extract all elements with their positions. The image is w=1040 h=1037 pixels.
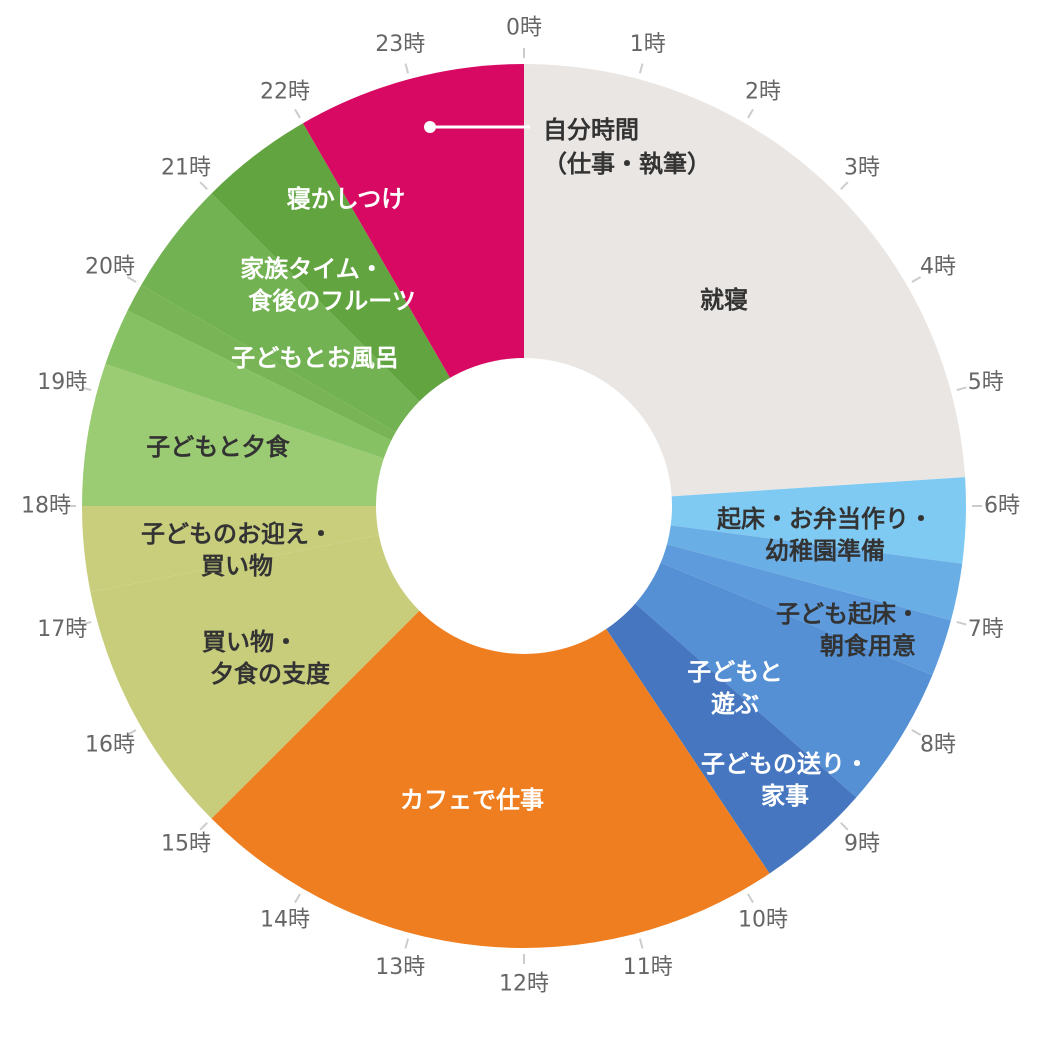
segment-label: 朝食用意 <box>820 632 916 660</box>
segment-label: 夕食の支度 <box>210 660 331 688</box>
hour-tick <box>126 729 137 736</box>
hour-tick <box>294 893 301 904</box>
hour-tick <box>956 620 967 626</box>
segment-label: 子どもと <box>687 658 783 686</box>
segment-label: 子ども起床・ <box>776 600 920 628</box>
segment-label: 幼稚園準備 <box>765 537 885 565</box>
hour-label: 7時 <box>968 617 1004 642</box>
hour-label: 3時 <box>844 156 880 181</box>
hour-label: 5時 <box>968 370 1004 395</box>
segment-label: 家事 <box>761 782 809 810</box>
hour-label: 6時 <box>984 494 1020 519</box>
segment-label: 子どもとお風呂 <box>231 344 399 372</box>
hour-tick <box>956 386 967 392</box>
hour-tick <box>294 108 301 119</box>
segment-label: 家族タイム・ <box>240 255 384 283</box>
hour-label: 16時 <box>85 733 135 758</box>
schedule-segments <box>82 64 967 949</box>
hour-label: 12時 <box>499 972 549 997</box>
hour-tick <box>404 63 410 74</box>
hour-label: 1時 <box>630 32 666 57</box>
hour-tick <box>638 938 644 949</box>
segment-label: 子どものお迎え・ <box>141 520 333 548</box>
segment-label: 買い物 <box>201 552 273 580</box>
hour-label: 20時 <box>85 255 135 280</box>
segment-label: 食後のフルーツ <box>248 287 416 315</box>
hour-tick <box>747 108 754 119</box>
hour-label: 21時 <box>161 156 211 181</box>
hour-label: 18時 <box>21 494 71 519</box>
hour-tick <box>747 893 754 904</box>
segment-label: 就寝 <box>700 286 748 314</box>
hour-tick <box>911 276 922 283</box>
segment-label: 寝かしつけ <box>287 185 406 213</box>
segment-label: 遊ぶ <box>711 690 759 718</box>
hour-label: 14時 <box>260 907 310 932</box>
segment-label: カフェで仕事 <box>400 786 544 814</box>
segment-labels: 就寝起床・お弁当作り・幼稚園準備子ども起床・朝食用意子どもと遊ぶ子どもの送り・家… <box>141 185 933 814</box>
hour-tick <box>404 938 410 949</box>
hour-tick <box>840 181 849 190</box>
segment-1 <box>524 477 967 564</box>
segment-label: 子どもの送り・ <box>701 750 869 778</box>
donut-hole <box>376 358 672 654</box>
segment-label: 子どもと夕食 <box>146 433 291 461</box>
hour-ticks <box>66 48 982 964</box>
hour-tick <box>81 620 92 626</box>
segment-0 <box>524 64 966 506</box>
segment-label: 買い物・ <box>202 628 298 656</box>
hour-tick <box>126 276 137 283</box>
callout-label: 自分時間 <box>543 116 639 144</box>
segment-label: 起床・お弁当作り・ <box>716 505 933 533</box>
hour-label: 9時 <box>844 831 880 856</box>
hour-label: 11時 <box>623 955 673 980</box>
hour-label: 0時 <box>506 16 542 41</box>
hour-label: 2時 <box>745 80 781 105</box>
hour-label: 4時 <box>920 255 956 280</box>
hour-tick <box>81 386 92 392</box>
callout: 自分時間 （仕事・執筆） <box>424 116 711 178</box>
hour-tick <box>638 63 644 74</box>
hour-tick <box>199 822 208 831</box>
callout-label: （仕事・執筆） <box>543 150 711 178</box>
hour-labels: 0時 1時 2時 3時 4時 5時 6時 7時 8時 9時 10時 11時 12時 13時 14時 15時 16… <box>21 16 1020 997</box>
hour-label: 17時 <box>37 617 87 642</box>
segment-6 <box>211 506 770 949</box>
hour-label: 15時 <box>161 831 211 856</box>
hour-label: 8時 <box>920 733 956 758</box>
hour-tick <box>840 822 849 831</box>
hour-label: 13時 <box>375 955 425 980</box>
hour-label: 19時 <box>37 370 87 395</box>
hour-label: 10時 <box>738 907 788 932</box>
hour-label: 22時 <box>260 80 310 105</box>
callout-dot <box>424 121 436 133</box>
hour-tick <box>911 729 922 736</box>
hour-tick <box>199 181 208 190</box>
hour-label: 23時 <box>375 32 425 57</box>
